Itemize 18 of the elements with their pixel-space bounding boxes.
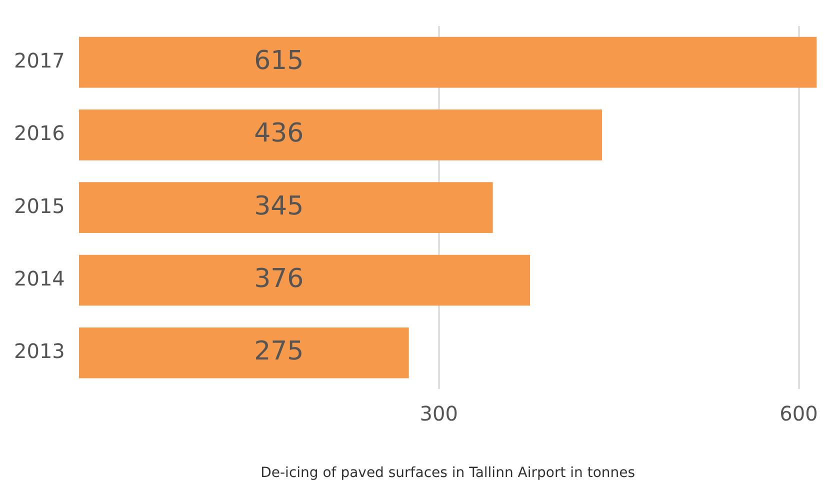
bar bbox=[78, 327, 409, 378]
y-tick-label: 2013 bbox=[14, 339, 65, 364]
x-tick-label: 300 bbox=[420, 401, 458, 426]
data-label: 615 bbox=[254, 46, 304, 76]
x-axis-title: De-icing of paved surfaces in Tallinn Airport in tonnes bbox=[260, 465, 636, 482]
data-label: 345 bbox=[254, 191, 304, 222]
y-tick-label: 2014 bbox=[14, 266, 65, 290]
data-label: 275 bbox=[254, 336, 304, 367]
y-tick-label: 2016 bbox=[14, 121, 65, 146]
bar bbox=[78, 36, 817, 88]
y-tick-label: 2017 bbox=[14, 48, 65, 73]
bar bbox=[78, 110, 602, 160]
data-label: 376 bbox=[254, 264, 304, 294]
bar bbox=[78, 182, 493, 234]
y-tick-label: 2015 bbox=[14, 194, 65, 218]
bar bbox=[78, 254, 530, 306]
x-tick-label: 600 bbox=[780, 401, 818, 426]
data-label: 436 bbox=[254, 118, 304, 149]
